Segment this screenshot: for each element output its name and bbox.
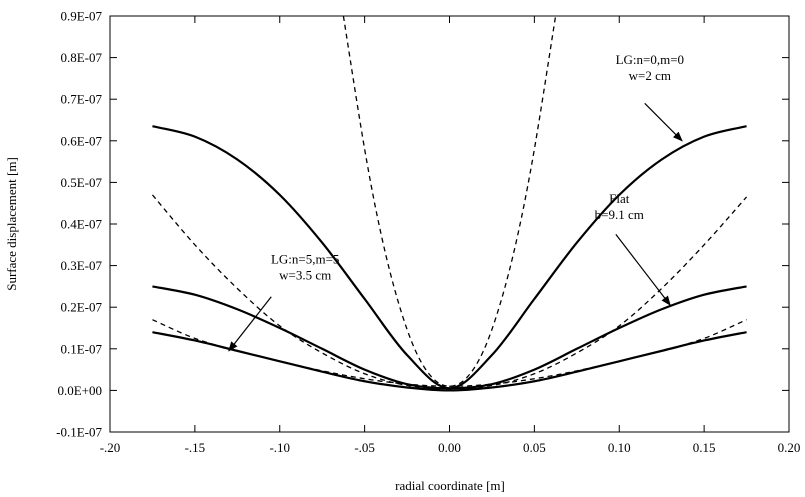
annotation-1: LG:n=0,m=0w=2 cm: [616, 52, 684, 142]
y-tick-label: 0.8E-07: [60, 50, 102, 65]
tick-labels: -.20 -.15 -.10 -.05 0.00 0.05 0.10 0.15 0.20 -0.1…: [56, 9, 800, 456]
annotation-text: w=2 cm: [629, 68, 671, 83]
x-tick-label: -.20: [100, 440, 121, 455]
solid-series-line-2: [152, 285, 747, 390]
y-tick-label: -0.1E-07: [56, 425, 102, 440]
x-axis-title: radial coordinate [m]: [395, 478, 505, 493]
dashed-series-line-4: [342, 15, 557, 387]
x-tick-label: -.10: [269, 440, 290, 455]
x-tick-label: 0.15: [693, 440, 716, 455]
y-tick-label: 0.3E-07: [60, 258, 102, 273]
x-tick-label: 0.10: [608, 440, 631, 455]
annotation-arrow: [228, 296, 272, 352]
axis-ticks: [109, 15, 790, 433]
x-tick-label: 0.00: [438, 440, 461, 455]
y-tick-label: 0.0E+00: [57, 383, 102, 398]
annotation-text: w=3.5 cm: [279, 268, 331, 283]
y-tick-label: 0.6E-07: [60, 133, 102, 148]
annotation-text: Flat: [609, 191, 630, 206]
y-tick-label: 0.5E-07: [60, 175, 102, 190]
y-tick-label: 0.2E-07: [60, 300, 102, 315]
solid-series-line-1: [152, 125, 747, 390]
annotation-arrow: [615, 234, 671, 306]
y-axis-title: Surface displacement [m]: [4, 157, 19, 291]
y-tick-label: 0.7E-07: [60, 92, 102, 107]
y-tick-label: 0.1E-07: [60, 341, 102, 356]
annotation-text: b=9.1 cm: [595, 207, 644, 222]
y-tick-label: 0.4E-07: [60, 217, 102, 232]
series-layer: [151, 15, 748, 392]
annotation-3: LG:n=5,m=5w=3.5 cm: [228, 252, 339, 352]
x-tick-label: 0.20: [778, 440, 801, 455]
dashed-series-line-6: [152, 319, 747, 387]
x-tick-label: -.05: [354, 440, 375, 455]
annotation-arrow: [644, 102, 683, 142]
x-tick-label: 0.05: [523, 440, 546, 455]
annotation-text: LG:n=5,m=5: [271, 252, 339, 267]
solid-series-line-3: [152, 331, 747, 392]
plot-frame: [109, 15, 790, 433]
y-tick-label: 0.9E-07: [60, 9, 102, 24]
x-tick-label: -.15: [185, 440, 206, 455]
dashed-series-line-5: [151, 194, 748, 389]
annotation-text: LG:n=0,m=0: [616, 52, 684, 67]
